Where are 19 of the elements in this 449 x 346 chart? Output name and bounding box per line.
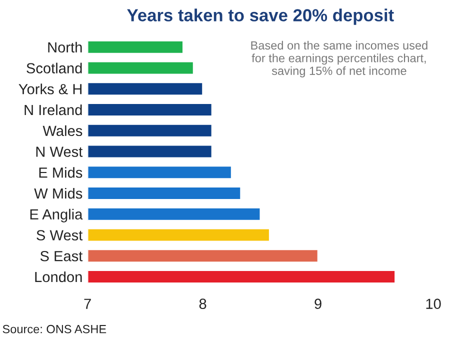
y-tick-label: S East	[40, 250, 83, 262]
y-tick-label: North	[48, 42, 82, 53]
x-tick-label: 8	[199, 298, 206, 310]
y-tick-label: Yorks & H	[18, 84, 82, 94]
y-tick-label: N West	[36, 146, 83, 157]
source-note: Source: ONS ASHE	[2, 324, 106, 334]
y-tick-label: S West	[36, 230, 83, 240]
annotation: Based on the same incomes used for the earnings percentiles chart, saving 15% of net income	[251, 40, 428, 78]
y-tick-label: E Anglia	[30, 208, 83, 222]
y-tick-label: Wales	[42, 125, 82, 136]
x-tick-label: 7	[84, 298, 91, 309]
chart-title: Years taken to save 20% deposit	[127, 8, 394, 25]
y-tick-label: E Mids	[39, 167, 82, 178]
y-tick-label: N Ireland	[24, 104, 82, 116]
y-tick-label: London	[35, 271, 82, 282]
y-tick-label: W Mids	[34, 188, 82, 199]
x-tick-label: 9	[314, 298, 322, 310]
y-tick-label: Scotland	[26, 62, 82, 74]
x-tick-label: 10	[426, 298, 441, 310]
